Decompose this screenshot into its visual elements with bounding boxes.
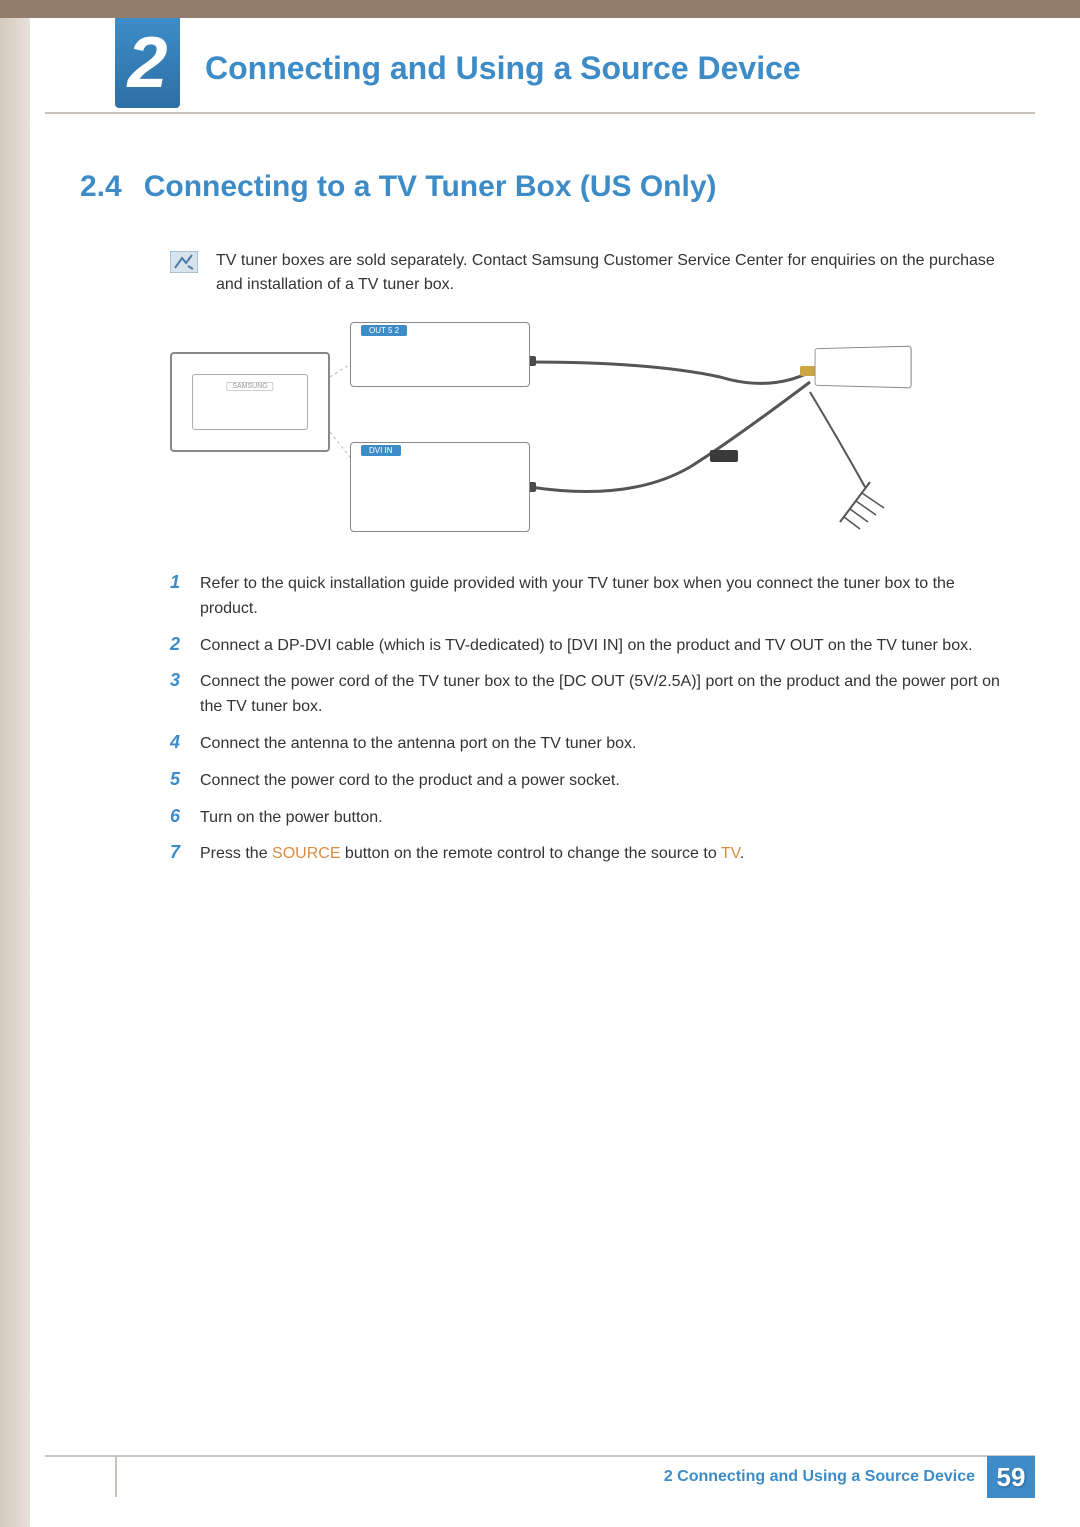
step-number: 7 — [170, 842, 185, 863]
step-text: Refer to the quick installation guide pr… — [200, 572, 1000, 622]
diagram-port-panel-top: OUT 5 2 — [350, 322, 530, 387]
step-item: 5 Connect the power cord to the product … — [170, 769, 1000, 794]
step-number: 2 — [170, 634, 185, 655]
header-divider — [45, 112, 1035, 114]
diagram-port-panel-bottom: DVI IN — [350, 442, 530, 532]
step7-tv-highlight: TV — [721, 845, 740, 862]
step7-source-highlight: SOURCE — [272, 845, 340, 862]
port-label-dvi: DVI IN — [361, 445, 401, 456]
steps-list: 1 Refer to the quick installation guide … — [170, 572, 1000, 867]
step7-prefix: Press the — [200, 845, 272, 862]
step-item: 7 Press the SOURCE button on the remote … — [170, 842, 1000, 867]
diagram-tuner-box — [815, 346, 912, 389]
note-block: TV tuner boxes are sold separately. Cont… — [170, 249, 1000, 297]
chapter-number-badge: 2 — [115, 18, 180, 108]
step-item: 6 Turn on the power button. — [170, 806, 1000, 831]
connection-diagram: SAMSUNG OUT 5 2 DVI IN — [170, 322, 910, 542]
chapter-title: Connecting and Using a Source Device — [205, 50, 801, 87]
step-text: Press the SOURCE button on the remote co… — [200, 842, 744, 867]
step-item: 1 Refer to the quick installation guide … — [170, 572, 1000, 622]
left-border — [0, 18, 30, 1527]
step-item: 2 Connect a DP-DVI cable (which is TV-de… — [170, 634, 1000, 659]
step-text: Connect a DP-DVI cable (which is TV-dedi… — [200, 634, 973, 659]
monitor-logo: SAMSUNG — [226, 382, 273, 391]
page-footer: 2 Connecting and Using a Source Device 5… — [45, 1455, 1035, 1497]
section-title: Connecting to a TV Tuner Box (US Only) — [144, 170, 717, 204]
page-content: 2.4 Connecting to a TV Tuner Box (US Onl… — [80, 170, 1000, 879]
step-text: Connect the power cord of the TV tuner b… — [200, 670, 1000, 720]
section-number: 2.4 — [80, 170, 122, 204]
step-item: 3 Connect the power cord of the TV tuner… — [170, 670, 1000, 720]
top-border — [0, 0, 1080, 18]
step-text: Connect the power cord to the product an… — [200, 769, 620, 794]
footer-chapter-label: 2 Connecting and Using a Source Device — [664, 1468, 975, 1486]
section-header: 2.4 Connecting to a TV Tuner Box (US Onl… — [80, 170, 1000, 204]
step-number: 4 — [170, 732, 185, 753]
note-text: TV tuner boxes are sold separately. Cont… — [216, 249, 1000, 297]
step-text: Turn on the power button. — [200, 806, 383, 831]
step-text: Connect the antenna to the antenna port … — [200, 732, 636, 757]
step-number: 3 — [170, 670, 185, 691]
step7-mid: button on the remote control to change t… — [340, 845, 720, 862]
step-number: 1 — [170, 572, 185, 593]
step7-suffix: . — [740, 845, 744, 862]
note-icon — [170, 251, 198, 273]
port-label-out: OUT 5 2 — [361, 325, 407, 336]
footer-page-number: 59 — [987, 1456, 1035, 1498]
step-number: 6 — [170, 806, 185, 827]
diagram-monitor: SAMSUNG — [170, 352, 330, 452]
step-item: 4 Connect the antenna to the antenna por… — [170, 732, 1000, 757]
step-number: 5 — [170, 769, 185, 790]
